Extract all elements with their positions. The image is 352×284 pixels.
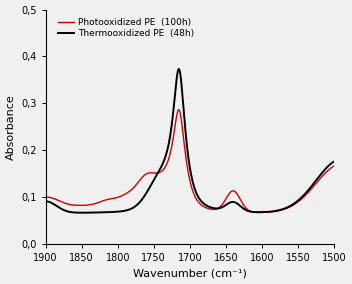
- Thermooxidized PE  (48h): [80, 211, 84, 214]
- Photooxidized PE  (100h): [257, 211, 261, 214]
- Thermooxidized PE  (48h): [332, 160, 336, 163]
- Thermooxidized PE  (48h): [176, 68, 181, 71]
- Thermooxidized PE  (48h): [44, 200, 48, 203]
- Thermooxidized PE  (48h): [324, 166, 328, 170]
- Photooxidized PE  (100h): [184, 157, 188, 160]
- Line: Thermooxidized PE  (48h): Thermooxidized PE (48h): [46, 69, 334, 213]
- X-axis label: Wavenumber (cm⁻¹): Wavenumber (cm⁻¹): [133, 268, 247, 278]
- Thermooxidized PE  (48h): [184, 137, 188, 141]
- Photooxidized PE  (100h): [271, 210, 275, 213]
- Thermooxidized PE  (48h): [177, 67, 181, 71]
- Y-axis label: Absorbance: Absorbance: [6, 94, 15, 160]
- Photooxidized PE  (100h): [324, 171, 328, 174]
- Photooxidized PE  (100h): [324, 171, 328, 174]
- Photooxidized PE  (100h): [44, 196, 48, 199]
- Thermooxidized PE  (48h): [271, 210, 275, 213]
- Thermooxidized PE  (48h): [324, 167, 328, 170]
- Photooxidized PE  (100h): [332, 164, 336, 168]
- Photooxidized PE  (100h): [58, 200, 62, 203]
- Photooxidized PE  (100h): [177, 108, 181, 111]
- Legend: Photooxidized PE  (100h), Thermooxidized PE  (48h): Photooxidized PE (100h), Thermooxidized …: [56, 16, 195, 40]
- Photooxidized PE  (100h): [176, 108, 180, 112]
- Thermooxidized PE  (48h): [58, 207, 62, 210]
- Line: Photooxidized PE  (100h): Photooxidized PE (100h): [46, 110, 334, 212]
